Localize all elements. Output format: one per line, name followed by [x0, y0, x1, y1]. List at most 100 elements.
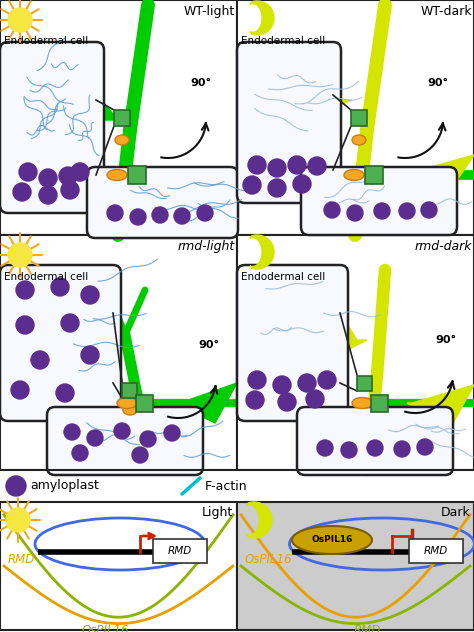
Text: WT-light: WT-light: [184, 5, 235, 18]
Circle shape: [152, 207, 168, 223]
Polygon shape: [402, 155, 474, 195]
Bar: [114, 110, 130, 126]
Circle shape: [317, 440, 333, 456]
Text: 90°: 90°: [435, 335, 456, 345]
Ellipse shape: [107, 169, 127, 181]
Circle shape: [8, 243, 32, 267]
Bar: [357, 375, 373, 391]
Circle shape: [341, 442, 357, 458]
Text: rmd-light: rmd-light: [178, 240, 235, 253]
Circle shape: [8, 8, 32, 32]
Bar: [0, 502, 237, 630]
Circle shape: [248, 371, 266, 389]
Circle shape: [421, 202, 437, 218]
Circle shape: [19, 163, 37, 181]
Circle shape: [16, 281, 34, 299]
Circle shape: [374, 203, 390, 219]
Circle shape: [288, 156, 306, 174]
Circle shape: [394, 441, 410, 457]
Circle shape: [308, 157, 326, 175]
Polygon shape: [175, 383, 237, 423]
Circle shape: [273, 376, 291, 394]
Bar: [0, 470, 474, 502]
Ellipse shape: [117, 398, 137, 408]
FancyBboxPatch shape: [87, 167, 238, 238]
Circle shape: [59, 167, 77, 185]
Text: amyloplast: amyloplast: [30, 480, 99, 492]
Circle shape: [164, 425, 180, 441]
Circle shape: [6, 476, 26, 496]
Circle shape: [64, 424, 80, 440]
Circle shape: [318, 371, 336, 389]
Circle shape: [298, 374, 316, 392]
Text: Endodermal cell: Endodermal cell: [241, 36, 325, 46]
Polygon shape: [317, 60, 352, 110]
Circle shape: [197, 205, 213, 221]
Text: Endodermal cell: Endodermal cell: [4, 272, 88, 282]
Text: F-actin: F-actin: [205, 480, 247, 492]
Circle shape: [31, 351, 49, 369]
Circle shape: [268, 159, 286, 177]
Circle shape: [13, 183, 31, 201]
Ellipse shape: [358, 398, 372, 408]
Circle shape: [367, 440, 383, 456]
Circle shape: [246, 391, 264, 409]
Circle shape: [174, 208, 190, 224]
Bar: [237, 235, 474, 470]
Text: RMD: RMD: [354, 624, 381, 632]
Circle shape: [72, 445, 88, 461]
FancyBboxPatch shape: [301, 167, 457, 235]
Circle shape: [11, 381, 29, 399]
Polygon shape: [407, 385, 474, 425]
Text: RMD: RMD: [8, 553, 35, 566]
Circle shape: [39, 186, 57, 204]
FancyBboxPatch shape: [409, 539, 463, 563]
Bar: [372, 394, 389, 411]
Text: OsPIL16: OsPIL16: [245, 553, 292, 566]
Bar: [365, 166, 383, 184]
Text: WT-dark: WT-dark: [420, 5, 472, 18]
Circle shape: [140, 431, 156, 447]
Text: RMD: RMD: [424, 546, 448, 556]
Circle shape: [6, 508, 30, 532]
Bar: [0, 235, 237, 470]
Ellipse shape: [292, 526, 372, 554]
FancyBboxPatch shape: [297, 407, 453, 475]
Text: 90°: 90°: [198, 340, 219, 350]
Circle shape: [114, 423, 130, 439]
Circle shape: [81, 286, 99, 304]
Text: 90°: 90°: [190, 78, 211, 88]
Ellipse shape: [352, 398, 372, 408]
Text: OsPIL16: OsPIL16: [311, 535, 353, 545]
Text: Dark: Dark: [441, 506, 471, 519]
Text: Light: Light: [202, 506, 233, 519]
Text: 90°: 90°: [427, 78, 448, 88]
Ellipse shape: [352, 135, 366, 145]
Text: Endodermal cell: Endodermal cell: [241, 272, 325, 282]
Bar: [237, 502, 474, 630]
Text: rmd-dark: rmd-dark: [414, 240, 472, 253]
Circle shape: [81, 346, 99, 364]
Text: Endodermal cell: Endodermal cell: [4, 36, 88, 46]
Circle shape: [268, 179, 286, 197]
Circle shape: [87, 430, 103, 446]
FancyBboxPatch shape: [0, 42, 104, 213]
Circle shape: [61, 181, 79, 199]
Ellipse shape: [344, 169, 364, 181]
Circle shape: [132, 447, 148, 463]
FancyBboxPatch shape: [153, 539, 207, 563]
Text: RMD: RMD: [168, 546, 192, 556]
Polygon shape: [250, 1, 274, 35]
Circle shape: [293, 175, 311, 193]
Circle shape: [56, 384, 74, 402]
Circle shape: [16, 316, 34, 334]
Circle shape: [71, 163, 89, 181]
Text: OsPIL16: OsPIL16: [81, 624, 129, 632]
Circle shape: [243, 176, 261, 194]
Circle shape: [61, 314, 79, 332]
Polygon shape: [246, 502, 272, 538]
Bar: [128, 166, 146, 184]
Circle shape: [130, 209, 146, 225]
Circle shape: [278, 393, 296, 411]
Circle shape: [248, 156, 266, 174]
